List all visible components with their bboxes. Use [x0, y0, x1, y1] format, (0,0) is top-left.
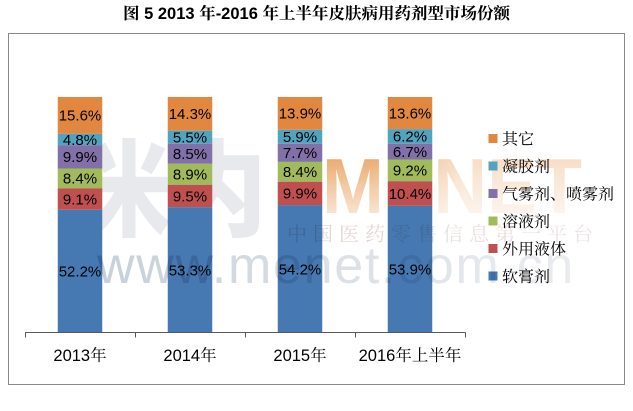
svg-text:9.9%: 9.9%: [283, 186, 317, 203]
svg-text:www.menet.com.cn: www.menet.com.cn: [96, 237, 575, 295]
svg-text:13.6%: 13.6%: [389, 105, 432, 122]
svg-text:8.9%: 8.9%: [173, 167, 207, 184]
svg-text:53.3%: 53.3%: [169, 262, 212, 279]
svg-text:8.4%: 8.4%: [283, 164, 317, 181]
svg-text:52.2%: 52.2%: [59, 264, 102, 281]
svg-text:9.2%: 9.2%: [393, 163, 427, 180]
svg-text:7.7%: 7.7%: [283, 145, 317, 162]
svg-text:14.3%: 14.3%: [169, 106, 212, 123]
svg-text:6.2%: 6.2%: [393, 129, 427, 146]
svg-text:2013: 2013: [53, 347, 90, 365]
svg-text:2015: 2015: [273, 347, 310, 365]
svg-text:15.6%: 15.6%: [59, 108, 102, 125]
svg-text:2016: 2016: [359, 347, 396, 365]
svg-text:9.9%: 9.9%: [63, 149, 97, 166]
svg-text:2014: 2014: [163, 347, 200, 365]
svg-text:4.8%: 4.8%: [63, 132, 97, 149]
svg-text:53.9%: 53.9%: [389, 262, 432, 279]
svg-text:5.9%: 5.9%: [283, 129, 317, 146]
svg-text:8.4%: 8.4%: [63, 171, 97, 188]
svg-text:13.9%: 13.9%: [279, 106, 322, 123]
svg-text:9.5%: 9.5%: [173, 188, 207, 205]
svg-text:8.5%: 8.5%: [173, 146, 207, 163]
svg-text:5.5%: 5.5%: [173, 130, 207, 147]
svg-text:54.2%: 54.2%: [279, 261, 322, 278]
svg-text:9.1%: 9.1%: [63, 191, 97, 208]
svg-text:5 2013: 5 2013: [140, 5, 200, 23]
svg-text:-2016: -2016: [216, 5, 263, 23]
svg-text:6.7%: 6.7%: [393, 144, 427, 161]
svg-text:10.4%: 10.4%: [389, 186, 432, 203]
